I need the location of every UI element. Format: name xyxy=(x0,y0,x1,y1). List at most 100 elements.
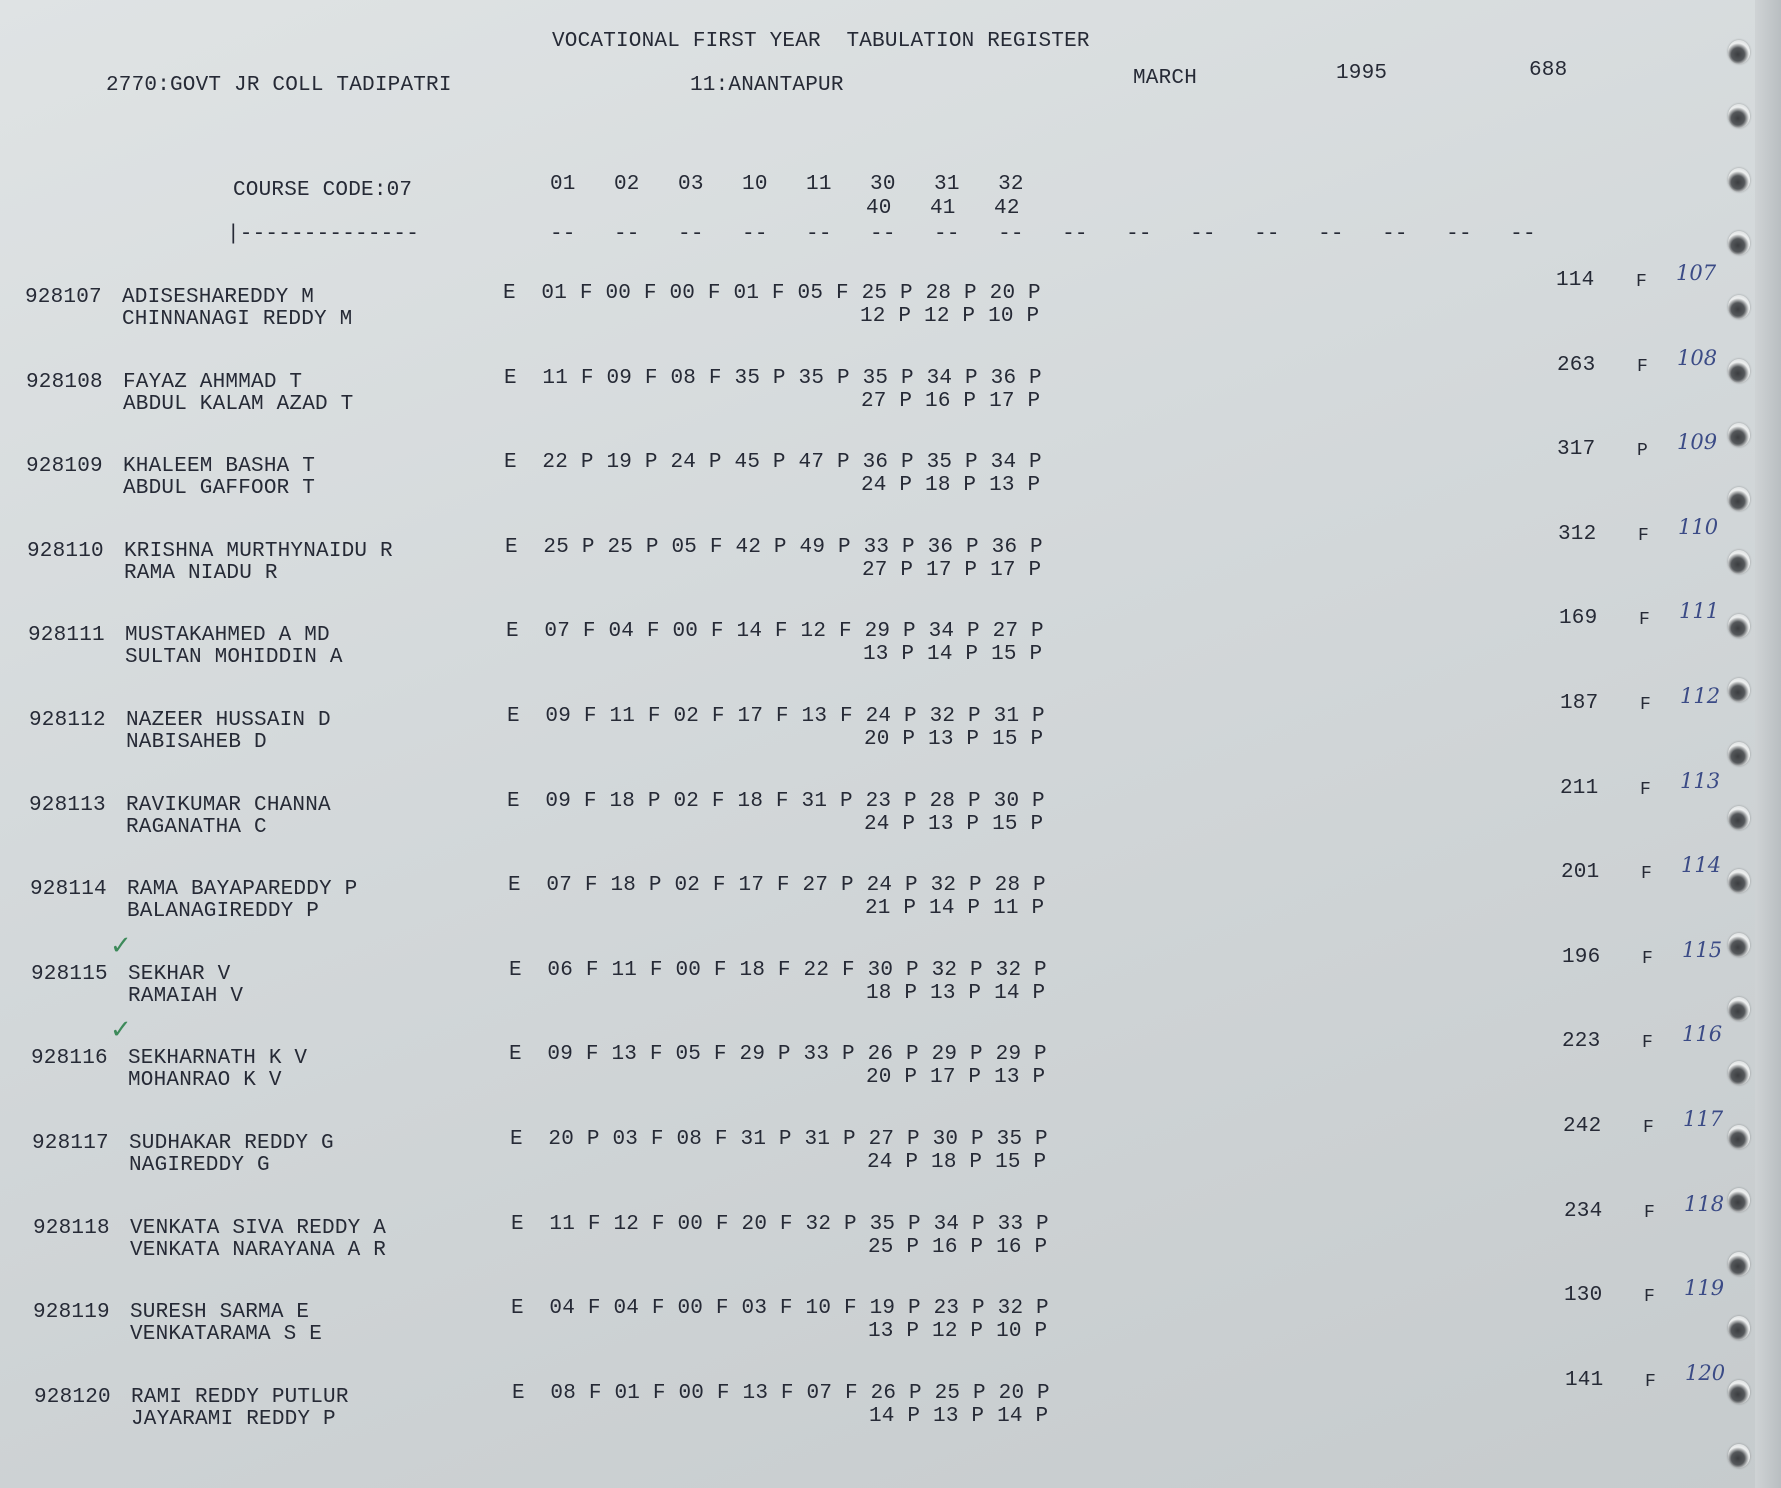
subject-mark: 17 F xyxy=(738,874,790,898)
roll-number: 928118 xyxy=(33,1216,110,1240)
student-row: 928107 ADISESHAREDDY M CHINNANAGI REDDY M E… xyxy=(0,261,1781,337)
result-status: F xyxy=(1640,779,1652,800)
subject-mark: 07 F xyxy=(806,1381,858,1405)
subject-mark: 36 P xyxy=(991,535,1043,559)
subject-mark: 33 P xyxy=(863,535,915,559)
roll-number: 928119 xyxy=(33,1301,110,1325)
marks-line1: E 09 F 13 F 05 F 29 P 33 P 26 P 29 P 29 … xyxy=(509,1044,1060,1065)
subject-mark: 42 P xyxy=(735,535,787,559)
binder-hole-icon xyxy=(1728,678,1750,702)
binder-hole-icon xyxy=(1728,805,1750,830)
exam-type: E xyxy=(511,1212,524,1236)
handwritten-serial: 107 xyxy=(1676,261,1717,285)
result-status: F xyxy=(1637,356,1649,377)
subject-mark: 19 P xyxy=(869,1297,921,1321)
subject-mark: 27 P xyxy=(802,874,854,898)
total-marks: 201 xyxy=(1561,861,1600,885)
subject-mark: 12 F xyxy=(800,620,852,644)
student-row: 928109 KHALEEM BASHA T ABDUL GAFFOOR T E 22… xyxy=(0,430,1781,506)
check-mark-icon: ✓ xyxy=(110,1015,132,1046)
subject-mark: 09 F xyxy=(547,1043,599,1067)
handwritten-serial: 115 xyxy=(1682,937,1723,962)
subject-mark: 11 F xyxy=(542,366,594,390)
handwritten-serial: 112 xyxy=(1680,684,1721,708)
handwritten-serial: 117 xyxy=(1683,1107,1724,1131)
subject-mark: 24 P xyxy=(864,812,916,836)
marks-line1: E 11 F 09 F 08 F 35 P 35 P 35 P 34 P 36 … xyxy=(504,368,1055,389)
binder-hole-icon xyxy=(1728,1443,1750,1468)
handwritten-serial: 118 xyxy=(1684,1191,1725,1216)
total-marks: 317 xyxy=(1557,438,1596,462)
student-row: 928118 VENKATA SIVA REDDY A VENKATA NARAYA… xyxy=(0,1192,1781,1268)
binder-edge xyxy=(1755,0,1781,1488)
student-name: SUDHAKAR REDDY G xyxy=(129,1132,334,1155)
subject-mark: 13 F xyxy=(742,1381,794,1405)
subject-mark: 23 P xyxy=(933,1297,985,1321)
result-status: F xyxy=(1639,610,1651,631)
student-name: KRISHNA MURTHYNAIDU R xyxy=(124,539,393,563)
marks-line2: 13 P 14 P 15 P xyxy=(863,644,1055,665)
marks-line2: 24 P 18 P 13 P xyxy=(861,475,1053,496)
subject-mark: 33 P xyxy=(997,1212,1049,1236)
subject-mark: 21 P xyxy=(865,897,917,921)
student-row: 928115 SEKHAR V RAMAIAH V E 06 F 11 F 00 F … xyxy=(0,932,1781,1014)
subject-mark: 04 F xyxy=(608,620,660,644)
subject-mark: 26 P xyxy=(867,1043,919,1067)
binder-hole-icon xyxy=(1728,741,1750,766)
subject-mark: 20 P xyxy=(866,1066,918,1090)
subject-mark: 28 P xyxy=(929,789,981,813)
subject-mark: 31 P xyxy=(804,1128,856,1151)
subject-mark: 14 F xyxy=(736,620,788,644)
subject-mark: 00 F xyxy=(669,282,721,305)
parent-name: RAMA NIADU R xyxy=(124,561,278,585)
subject-mark: 10 P xyxy=(988,305,1040,328)
total-marks: 211 xyxy=(1560,776,1599,800)
binder-hole-icon xyxy=(1728,933,1750,958)
course-code: COURSE CODE:07 xyxy=(233,179,413,202)
marks-line1: E 06 F 11 F 00 F 18 F 22 F 30 P 32 P 32 … xyxy=(509,960,1060,981)
header-underline-right: -- -- -- -- -- -- -- -- -- -- -- -- -- -… xyxy=(550,223,1536,246)
parent-name: BALANAGIREDDY P xyxy=(127,900,320,924)
subject-mark: 18 F xyxy=(739,958,791,982)
marks-line1: E 01 F 00 F 00 F 01 F 05 F 25 P 28 P 20 … xyxy=(503,283,1054,304)
subject-mark: 13 P xyxy=(928,728,980,751)
parent-name: MOHANRAO K V xyxy=(128,1069,282,1093)
subject-mark: 49 P xyxy=(799,535,851,559)
subject-mark: 27 P xyxy=(992,620,1044,644)
subject-mark: 30 P xyxy=(932,1128,984,1151)
subject-mark: 29 P xyxy=(995,1043,1047,1067)
subject-mark: 16 P xyxy=(925,389,977,413)
student-name: MUSTAKAHMED A MD xyxy=(125,624,330,648)
subject-mark: 11 P xyxy=(993,897,1045,921)
marks-line2: 27 P 16 P 17 P xyxy=(861,391,1053,412)
subject-mark: 08 F xyxy=(676,1128,728,1151)
subject-mark: 11 F xyxy=(549,1212,601,1236)
header-underline-left: |-------------- xyxy=(227,223,420,246)
subject-mark: 31 P xyxy=(801,789,853,813)
total-marks: 263 xyxy=(1557,353,1596,377)
handwritten-serial: 109 xyxy=(1677,430,1718,455)
subject-mark: 32 P xyxy=(805,1212,857,1236)
subject-mark: 25 P xyxy=(934,1381,986,1405)
marks-line2: 21 P 14 P 11 P xyxy=(865,898,1057,919)
exam-type: E xyxy=(509,1043,522,1067)
handwritten-serial: 116 xyxy=(1682,1022,1723,1047)
subject-mark: 04 F xyxy=(549,1297,601,1321)
subject-mark: 13 P xyxy=(868,1320,920,1344)
subject-mark: 34 P xyxy=(990,451,1042,475)
subject-mark: 09 F xyxy=(606,366,658,390)
subject-mark: 29 P xyxy=(864,620,916,644)
parent-name: RAMAIAH V xyxy=(128,984,244,1008)
roll-number: 928110 xyxy=(27,539,104,563)
result-status: F xyxy=(1645,1371,1657,1392)
subject-mark: 24 P xyxy=(865,705,917,728)
student-row: 928108 FAYAZ AHMMAD T ABDUL KALAM AZAD T E … xyxy=(0,346,1781,422)
marks-line2: 18 P 13 P 14 P xyxy=(866,983,1058,1004)
student-name: SEKHARNATH K V xyxy=(128,1047,308,1071)
subject-mark: 13 P xyxy=(928,812,980,836)
subject-mark: 32 P xyxy=(929,705,981,728)
binder-hole-icon xyxy=(1728,103,1750,128)
subject-mark: 45 P xyxy=(734,451,786,475)
student-row: 928114 RAMA BAYAPAREDDY P BALANAGIREDDY P E… xyxy=(0,853,1781,929)
marks-line2: 12 P 12 P 10 P xyxy=(860,306,1052,327)
